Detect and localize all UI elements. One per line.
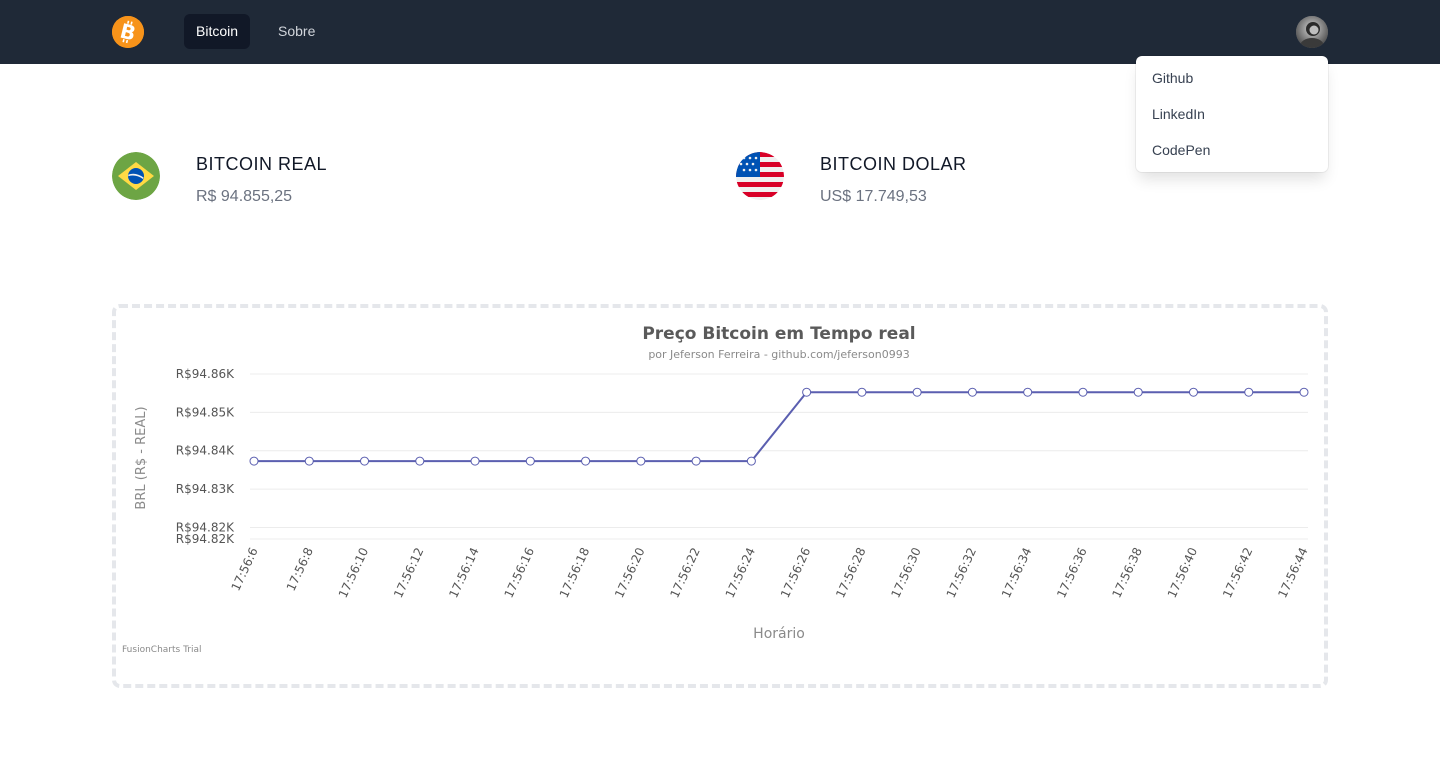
bitcoin-dolar-value: US$ 17.749,53 [820, 188, 927, 205]
chart-title: Preço Bitcoin em Tempo real [642, 324, 915, 344]
profile-dropdown-menu: Github LinkedIn CodePen [1136, 56, 1328, 172]
chart-data-point[interactable] [912, 387, 922, 397]
chart-x-tick-label: 17:56:22 [667, 545, 702, 600]
chart-data-point[interactable] [249, 456, 259, 466]
chart-data-point[interactable] [691, 456, 701, 466]
chart-data-point[interactable] [1188, 387, 1198, 397]
dropdown-item-codepen[interactable]: CodePen [1152, 142, 1211, 158]
chart-data-point[interactable] [967, 387, 977, 397]
chart-x-tick-label: 17:56:44 [1275, 545, 1310, 600]
chart-data-point[interactable] [415, 456, 425, 466]
chart-data-point[interactable] [525, 456, 535, 466]
chart-data-point[interactable] [360, 456, 370, 466]
chart-watermark: FusionCharts Trial [122, 645, 201, 655]
chart-x-tick-label: 17:56:24 [723, 545, 758, 600]
chart-x-tick-label: 17:56:30 [888, 545, 923, 600]
chart-data-point[interactable] [746, 456, 756, 466]
nav-link-sobre[interactable]: Sobre [278, 23, 316, 39]
chart-data-point[interactable] [1078, 387, 1088, 397]
brazil-flag-icon [112, 152, 160, 200]
bitcoin-real-title: BITCOIN REAL [196, 154, 328, 174]
chart-data-point[interactable] [1244, 387, 1254, 397]
chart-x-tick-label: 17:56:28 [833, 545, 868, 600]
chart-x-tick-label: 17:56:12 [391, 545, 426, 600]
chart-data-point[interactable] [470, 456, 480, 466]
chart-y-tick-label: R$94.86K [176, 367, 235, 381]
chart-x-tick-label: 17:56:34 [999, 545, 1034, 600]
chart-y-tick-label: R$94.85K [176, 405, 235, 419]
bitcoin-dolar-title: BITCOIN DOLAR [820, 154, 967, 174]
chart-y-axis-label: BRL (R$ - REAL) [134, 406, 149, 509]
chart-x-tick-label: 17:56:20 [612, 545, 647, 600]
chart-data-point[interactable] [857, 387, 867, 397]
chart-x-tick-label: 17:56:32 [944, 545, 979, 600]
chart-data-point[interactable] [581, 456, 591, 466]
chart-x-tick-label: 17:56:42 [1220, 545, 1255, 600]
chart-subtitle: por Jeferson Ferreira - github.com/jefer… [648, 348, 909, 361]
chart-data-point[interactable] [1299, 387, 1309, 397]
chart-data-point[interactable] [1133, 387, 1143, 397]
user-avatar[interactable] [1296, 16, 1328, 48]
chart-x-tick-label: 17:56:36 [1054, 545, 1089, 600]
chart-x-axis-label: Horário [753, 626, 805, 642]
bitcoin-real-value: R$ 94.855,25 [196, 188, 293, 205]
chart-x-tick-label: 17:56:18 [557, 545, 592, 600]
usa-flag-icon [736, 152, 784, 200]
price-chart-container: Preço Bitcoin em Tempo real por Jeferson… [112, 304, 1328, 688]
dropdown-item-linkedin[interactable]: LinkedIn [1152, 106, 1205, 122]
chart-x-tick-label: 17:56:6 [228, 545, 260, 593]
chart-data-point[interactable] [1023, 387, 1033, 397]
navbar: B Bitcoin Sobre [0, 0, 1440, 64]
svg-text:B: B [118, 19, 139, 46]
chart-y-tick-label: R$94.84K [176, 444, 235, 458]
chart-data-point[interactable] [636, 456, 646, 466]
chart-data-point[interactable] [802, 387, 812, 397]
chart-y-tick-label: R$94.82K [176, 520, 235, 534]
dropdown-item-github[interactable]: Github [1152, 70, 1194, 86]
nav-link-bitcoin[interactable]: Bitcoin [184, 14, 251, 49]
chart-x-tick-label: 17:56:40 [1165, 545, 1200, 600]
chart-y-tick-label: R$94.83K [176, 482, 235, 496]
chart-x-tick-label: 17:56:16 [502, 545, 537, 600]
price-line-chart: Preço Bitcoin em Tempo real por Jeferson… [122, 324, 1311, 655]
chart-x-tick-label: 17:56:14 [446, 545, 481, 600]
chart-y-tick-label: R$94.82K [176, 532, 235, 546]
chart-x-tick-label: 17:56:8 [284, 545, 316, 593]
chart-x-tick-label: 17:56:10 [336, 545, 371, 600]
chart-x-tick-label: 17:56:38 [1109, 545, 1144, 600]
chart-data-point[interactable] [304, 456, 314, 466]
chart-x-tick-label: 17:56:26 [778, 545, 813, 600]
chart-series-line [254, 391, 1304, 463]
bitcoin-icon[interactable]: B [112, 16, 144, 48]
